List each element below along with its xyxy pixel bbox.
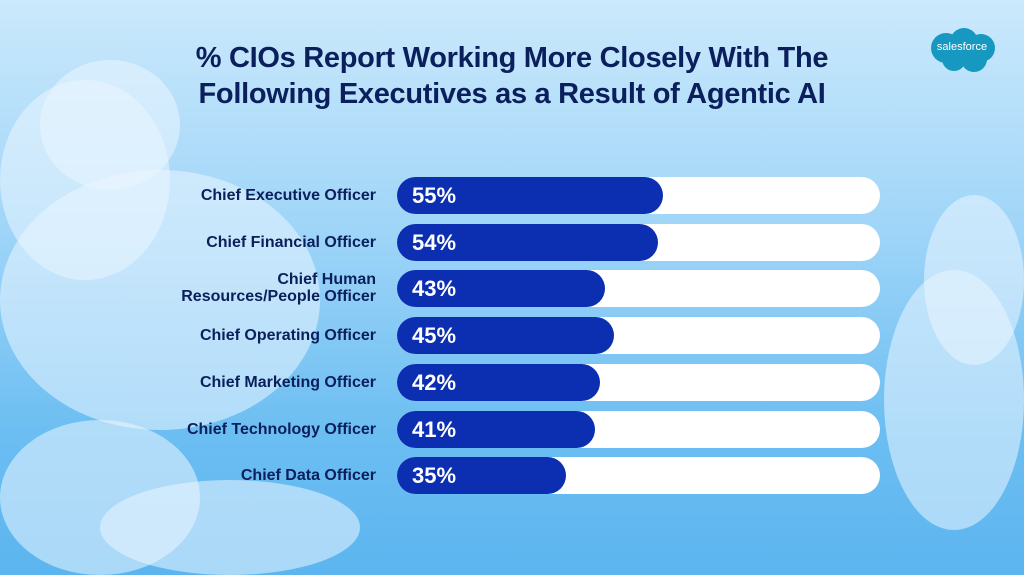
category-label: Chief Executive Officer <box>200 187 376 204</box>
bar <box>397 223 658 261</box>
category-label: Chief Human Resources/People Officer <box>181 271 376 306</box>
bar <box>397 317 615 355</box>
category-label: Chief Financial Officer <box>206 233 376 251</box>
cloud-decoration <box>0 170 320 430</box>
salesforce-logo <box>931 28 995 72</box>
data-label: 35% <box>412 463 457 489</box>
data-label: 55% <box>412 183 457 208</box>
category-label: Chief Technology Officer <box>186 420 376 438</box>
data-label: 43% <box>412 276 457 302</box>
data-label: 45% <box>412 323 457 349</box>
cloud-decoration <box>40 60 180 190</box>
data-label: 42% <box>412 369 457 395</box>
bar <box>397 410 596 448</box>
bar <box>397 363 600 401</box>
cloud-decoration <box>100 480 360 575</box>
logo-text: salesforce <box>936 41 988 53</box>
category-label: Chief Marketing Officer <box>199 373 376 391</box>
cloud-decoration <box>884 270 1024 530</box>
data-label: 41% <box>412 416 457 442</box>
bar <box>397 270 605 308</box>
data-label: 54% <box>412 229 457 255</box>
category-label: Chief Data Officer <box>240 467 376 485</box>
bar <box>397 457 567 495</box>
category-label: Chief Operating Officer <box>199 327 376 345</box>
chart-title: % CIOs Report Working More Closely With … <box>195 42 829 110</box>
bar <box>397 177 663 214</box>
